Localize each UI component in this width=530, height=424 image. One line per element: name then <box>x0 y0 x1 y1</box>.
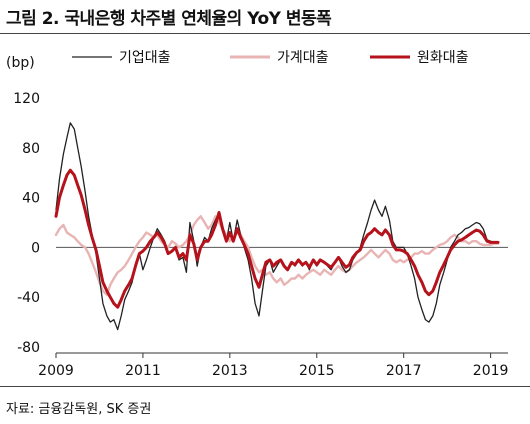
series-line-1 <box>54 215 500 296</box>
x-tick-label: 2009 <box>38 363 74 379</box>
x-tick-label: 2017 <box>386 363 422 379</box>
y-tick-label: 0 <box>31 240 40 256</box>
y-tick-label: -40 <box>17 290 40 306</box>
chart-legend: 기업대출 가계대출 원화대출 <box>72 50 469 66</box>
legend-label-0: 기업대출 <box>119 50 171 66</box>
series-layer <box>54 122 500 331</box>
axis-layer: (bp) 120 80 40 0 -40 -80 2009 2011 2013 2015 2017 20… <box>6 55 508 379</box>
y-tick-label: -80 <box>17 340 40 356</box>
x-tick-label: 2011 <box>125 363 161 379</box>
x-tick-label: 2019 <box>473 363 509 379</box>
y-tick-label: 120 <box>13 91 40 107</box>
legend-label-1: 가계대출 <box>277 50 329 66</box>
series-line-0 <box>55 122 499 331</box>
y-tick-label: 80 <box>22 141 40 157</box>
legend-label-2: 원화대출 <box>417 50 469 66</box>
title-rule <box>0 33 530 34</box>
series-line-2 <box>54 168 500 309</box>
y-tick-label: 40 <box>22 191 40 207</box>
footer-rule <box>0 386 530 387</box>
source-note: 자료: 금융감독원, SK 증권 <box>6 402 152 417</box>
chart-title: 그림 2. 국내은행 차주별 연체율의 YoY 변동폭 <box>6 9 332 29</box>
y-axis-label: (bp) <box>6 55 35 71</box>
x-tick-label: 2015 <box>299 363 335 379</box>
line-chart: (bp) 120 80 40 0 -40 -80 2009 2011 2013 2015 2017 20… <box>6 50 508 379</box>
x-tick-label: 2013 <box>212 363 248 379</box>
